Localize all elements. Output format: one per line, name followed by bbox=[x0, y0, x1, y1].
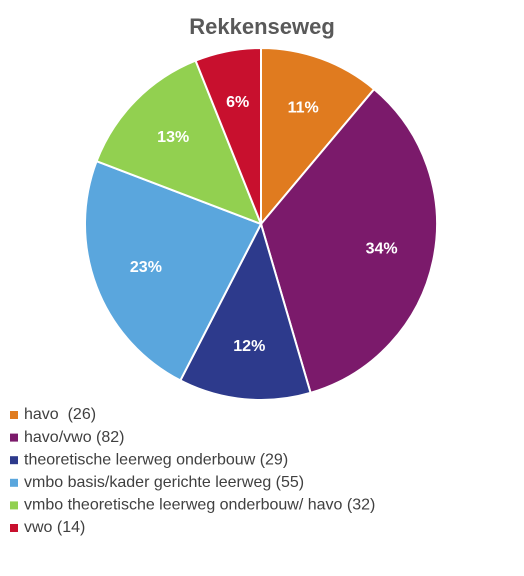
legend-label: vwo (14) bbox=[24, 519, 85, 536]
pie-slice bbox=[84, 159, 263, 382]
pie-slice bbox=[194, 46, 262, 225]
slice-label: 12% bbox=[233, 338, 265, 355]
pie-slice bbox=[95, 59, 263, 226]
slice-label: 23% bbox=[130, 259, 162, 276]
legend-label: vmbo theoretische leerweg onderbouw/ hav… bbox=[24, 497, 375, 514]
slice-label: 11% bbox=[288, 99, 319, 116]
legend-swatch bbox=[10, 433, 18, 442]
legend-swatch bbox=[10, 478, 18, 487]
legend-label: vmbo basis/kader gerichte leerweg (55) bbox=[24, 474, 304, 491]
slice-label: 34% bbox=[366, 240, 398, 257]
pie-slice bbox=[259, 87, 438, 395]
legend-swatch bbox=[10, 411, 18, 419]
legend-swatch bbox=[10, 524, 18, 532]
chart-title: Rekkenseweg bbox=[189, 14, 335, 39]
legend-swatch bbox=[10, 456, 18, 465]
pie-slice bbox=[179, 221, 312, 401]
slice-label: 6% bbox=[226, 94, 249, 111]
pie-slice bbox=[260, 46, 376, 227]
legend-swatch bbox=[10, 501, 18, 510]
legend-label: theoretische leerweg onderbouw (29) bbox=[24, 451, 288, 468]
legend-label: havo (26) bbox=[24, 406, 96, 423]
legend-label: havo/vwo (82) bbox=[24, 429, 125, 446]
slice-label: 13% bbox=[157, 129, 189, 146]
